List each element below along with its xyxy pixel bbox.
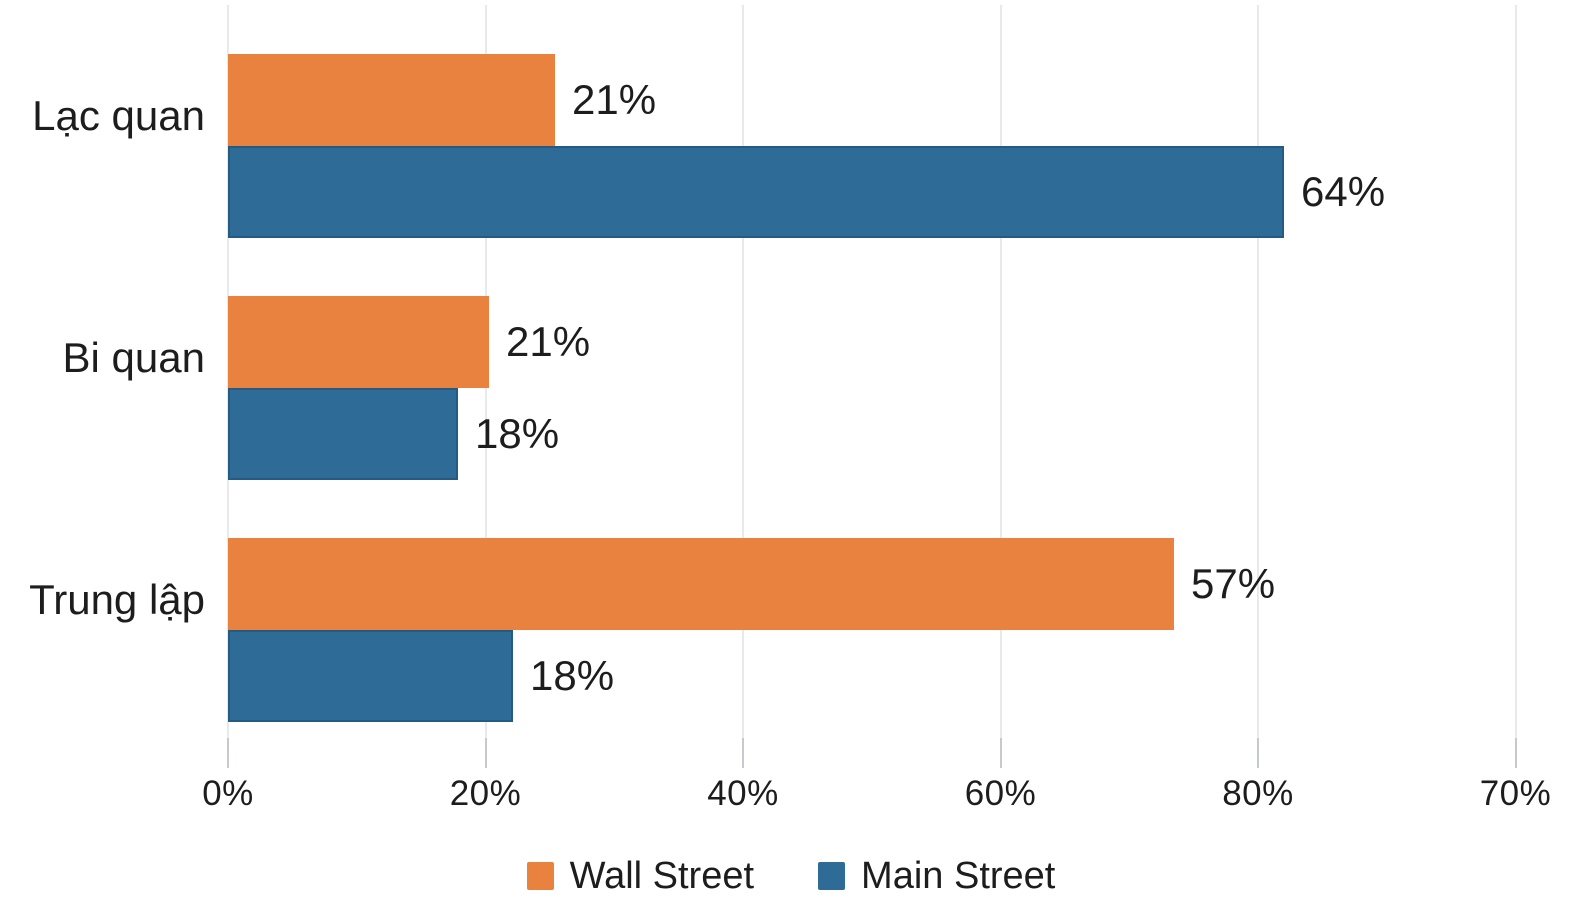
gridline — [999, 5, 1002, 738]
legend-label: Main Street — [861, 854, 1056, 897]
bar-value-label: 21% — [506, 318, 591, 365]
x-axis-tick-label: 0% — [202, 774, 254, 813]
bar-value-label: 64% — [1301, 168, 1386, 215]
category-label: Trung lập — [29, 576, 205, 623]
gridline — [1257, 5, 1259, 738]
bar-value-label: 57% — [1191, 560, 1276, 607]
gridline — [742, 5, 744, 738]
chart-legend: Wall Street Main Street — [0, 846, 1582, 906]
bar-wall-street — [228, 54, 555, 146]
bar-main-street — [228, 630, 513, 722]
axis-tick — [1514, 738, 1517, 768]
bar-main-street — [228, 146, 1284, 238]
bar-value-label: 18% — [475, 410, 560, 457]
x-axis-tick-label: 20% — [449, 774, 522, 813]
bar-main-street — [228, 388, 458, 480]
category-label: Lạc quan — [32, 92, 205, 139]
axis-tick — [742, 738, 744, 768]
x-axis-tick-label: 80% — [1222, 774, 1294, 813]
bar-value-label: 18% — [530, 652, 615, 699]
legend-label: Wall Street — [569, 854, 755, 897]
x-axis-tick-label: 60% — [964, 774, 1037, 813]
axis-tick — [484, 738, 487, 768]
gridline — [1514, 5, 1517, 738]
axis-tick — [999, 738, 1002, 768]
axis-tick — [1257, 738, 1259, 768]
legend-swatch — [818, 862, 846, 890]
legend-item: Wall Street — [526, 854, 755, 898]
x-axis-tick-label: 40% — [707, 774, 779, 813]
category-label: Bi quan — [62, 334, 205, 381]
bar-wall-street — [228, 538, 1174, 630]
legend-item: Main Street — [818, 855, 1055, 898]
legend-swatch — [526, 862, 554, 890]
bar-value-label: 21% — [572, 76, 657, 123]
axis-tick — [227, 738, 229, 768]
x-axis-tick-label: 70% — [1479, 774, 1552, 813]
bar-wall-street — [228, 296, 489, 388]
